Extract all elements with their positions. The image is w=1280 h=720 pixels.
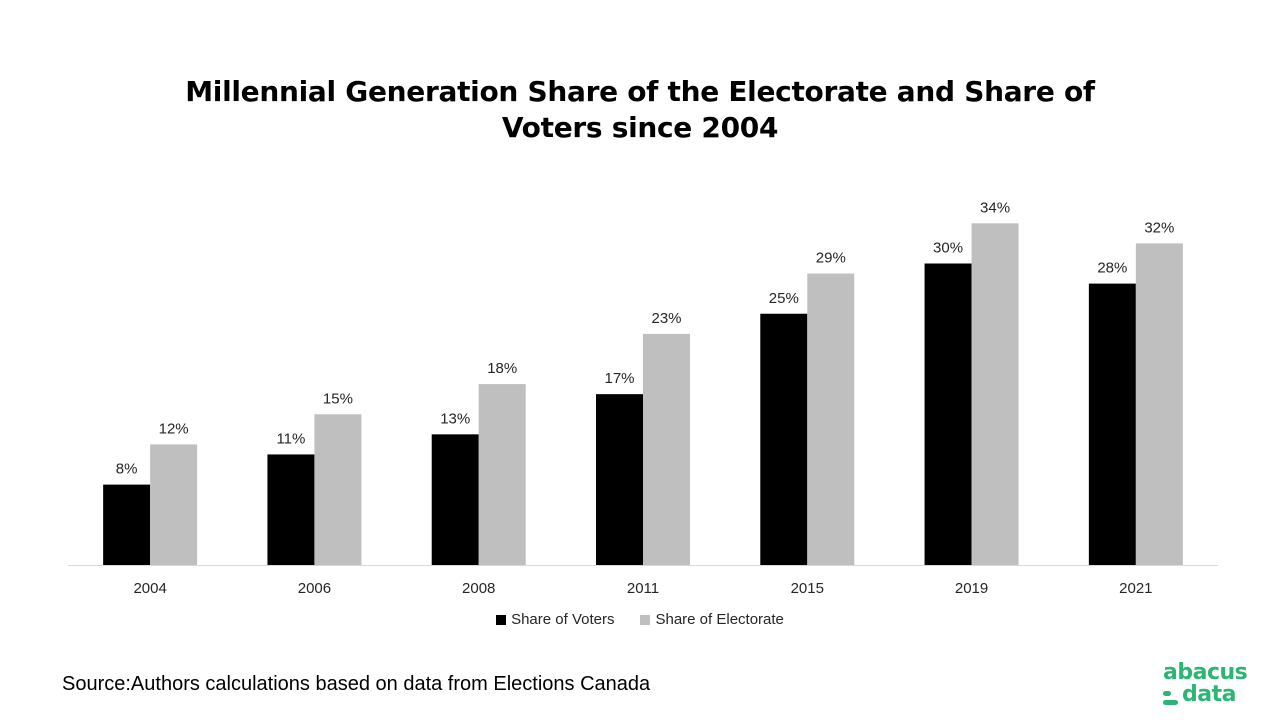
- logo-dash-1: [1163, 691, 1171, 696]
- x-tick-label-2021: 2021: [1119, 580, 1152, 597]
- data-label-share-of-voters-2015: 25%: [769, 290, 799, 307]
- chart-title-line-2: Voters since 2004: [501, 111, 779, 144]
- bar-share-of-voters-2008: [431, 434, 479, 565]
- bar-share-of-voters-2019: [924, 263, 972, 565]
- source-note: Source:Authors calculations based on dat…: [62, 673, 651, 695]
- legend-label-share-of-electorate: Share of Electorate: [655, 611, 784, 628]
- logo-dash-2: [1163, 700, 1178, 705]
- x-tick-label-2011: 2011: [627, 580, 659, 597]
- legend-swatch-share-of-electorate: [640, 614, 651, 625]
- bar-share-of-electorate-2021: [1135, 243, 1183, 565]
- chart-legend: Share of Voters Share of Electorate: [0, 611, 1280, 628]
- data-label-share-of-electorate-2021: 32%: [1144, 219, 1174, 236]
- chart-title: Millennial Generation Share of the Elect…: [140, 74, 1140, 146]
- x-tick-label-2006: 2006: [298, 580, 331, 597]
- bar-share-of-electorate-2019: [971, 223, 1019, 566]
- bar-share-of-electorate-2004: [150, 444, 198, 565]
- data-label-share-of-electorate-2011: 23%: [651, 310, 681, 327]
- bar-share-of-electorate-2006: [314, 414, 362, 565]
- x-tick-label-2019: 2019: [955, 580, 988, 597]
- data-labels-layer: 8% 12% 11% 15% 13% 18% 17% 23% 25% 29% 30% 34% 28% 32…: [116, 199, 1175, 477]
- bar-share-of-voters-2015: [760, 313, 808, 565]
- data-label-share-of-voters-2006: 11%: [276, 430, 305, 447]
- data-label-share-of-voters-2008: 13%: [440, 410, 470, 427]
- bar-share-of-electorate-2015: [807, 273, 855, 565]
- x-tick-label-2008: 2008: [462, 580, 495, 597]
- legend-label-share-of-voters: Share of Voters: [511, 611, 615, 628]
- data-label-share-of-electorate-2008: 18%: [487, 360, 517, 377]
- legend-swatch-share-of-voters: [496, 614, 507, 625]
- bar-share-of-voters-2021: [1088, 283, 1136, 565]
- bar-share-of-voters-2004: [103, 484, 151, 565]
- bar-share-of-voters-2011: [596, 394, 643, 565]
- bar-share-of-electorate-2008: [478, 384, 526, 565]
- legend-item-share-of-voters: Share of Voters: [496, 611, 614, 628]
- data-label-share-of-electorate-2004: 12%: [159, 420, 189, 437]
- data-label-share-of-voters-2021: 28%: [1097, 260, 1127, 277]
- data-label-share-of-electorate-2019: 34%: [980, 199, 1010, 216]
- x-tick-label-2015: 2015: [791, 580, 824, 597]
- data-label-share-of-voters-2011: 17%: [604, 370, 634, 387]
- x-tick-label-2004: 2004: [133, 580, 166, 597]
- abacus-data-logo: abacus data: [1160, 660, 1260, 710]
- logo-word-abacus: abacus: [1163, 660, 1248, 685]
- data-label-share-of-electorate-2015: 29%: [816, 250, 846, 267]
- data-label-share-of-electorate-2006: 15%: [323, 390, 353, 407]
- data-label-share-of-voters-2019: 30%: [933, 240, 963, 257]
- legend-item-share-of-electorate: Share of Electorate: [640, 611, 784, 628]
- bars-layer: [103, 223, 1183, 566]
- bar-share-of-electorate-2011: [643, 333, 690, 565]
- data-label-share-of-voters-2004: 8%: [116, 461, 138, 478]
- logo-word-data: data: [1182, 682, 1236, 707]
- x-tick-labels-layer: 2004 2006 2008 2011 2015 2019 2021: [133, 580, 1152, 597]
- chart-title-line-1: Millennial Generation Share of the Elect…: [185, 75, 1095, 108]
- bar-share-of-voters-2006: [267, 454, 315, 565]
